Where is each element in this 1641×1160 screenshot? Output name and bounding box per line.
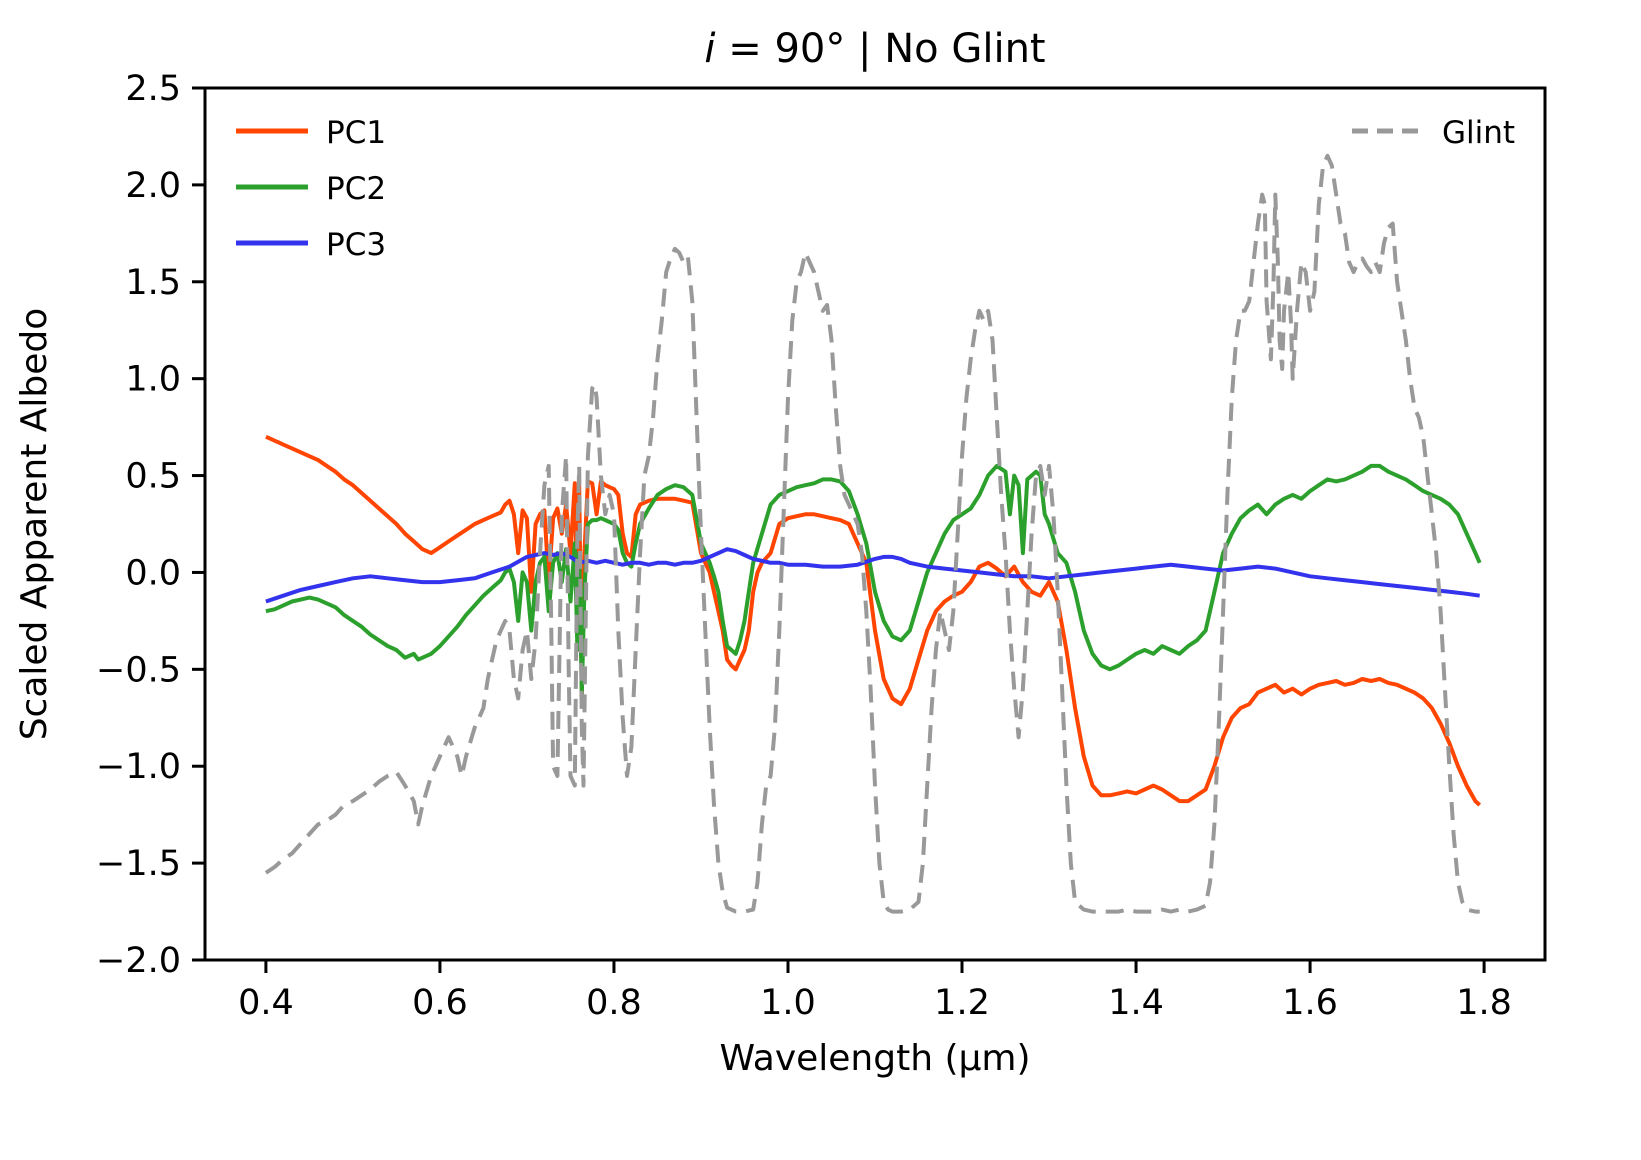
legend-entry-pc1: PC1 [236, 115, 386, 151]
legend-label: Glint [1442, 115, 1515, 151]
y-tick-label: 2.5 [125, 69, 181, 109]
axes-ticks: 0.4 0.6 0.8 1.0 1.2 1.4 1.6 1.8 −2.0 −1.5 −1.0 −0.5… [96, 69, 1512, 1023]
y-tick-label: −2.0 [96, 941, 181, 981]
series-line-pc3 [265, 547, 1480, 604]
legend-entry-pc2: PC2 [236, 171, 386, 207]
legend-label: PC1 [326, 115, 386, 151]
y-tick-label: 2.0 [125, 166, 181, 206]
x-tick-label: 0.4 [238, 983, 294, 1023]
legend-label: PC3 [326, 227, 386, 263]
y-tick-label: 1.0 [125, 360, 181, 400]
series-line-pc1 [265, 434, 1482, 807]
series-line-glint [264, 153, 1480, 914]
y-tick-label: −1.0 [96, 747, 181, 787]
y-tick-label: 1.5 [125, 263, 181, 303]
x-axis-label: Wavelength (µm) [719, 1038, 1030, 1079]
x-tick-label: 1.0 [760, 983, 816, 1023]
series-lines [264, 153, 1482, 914]
x-tick-label: 1.8 [1456, 983, 1512, 1023]
x-tick-label: 0.6 [412, 983, 468, 1023]
x-tick-label: 1.2 [934, 983, 990, 1023]
x-tick-label: 0.8 [586, 983, 642, 1023]
y-tick-label: 0.5 [125, 457, 181, 497]
y-axis-label: Scaled Apparent Albedo [14, 308, 55, 741]
legend-entry-pc3: PC3 [236, 227, 386, 263]
y-tick-label: −0.5 [96, 650, 181, 690]
legend: PC1 PC2 PC3 Glint [236, 115, 1515, 263]
x-tick-label: 1.4 [1108, 983, 1164, 1023]
plot-area-border [203, 86, 1547, 962]
legend-entry-glint: Glint [1352, 115, 1515, 151]
y-tick-label: 0.0 [125, 553, 181, 593]
legend-label: PC2 [326, 171, 386, 207]
y-tick-label: −1.5 [96, 844, 181, 884]
series-line-pc2 [265, 463, 1482, 697]
x-tick-label: 1.6 [1282, 983, 1338, 1023]
chart-title: i = 90° | No Glint [704, 26, 1045, 72]
